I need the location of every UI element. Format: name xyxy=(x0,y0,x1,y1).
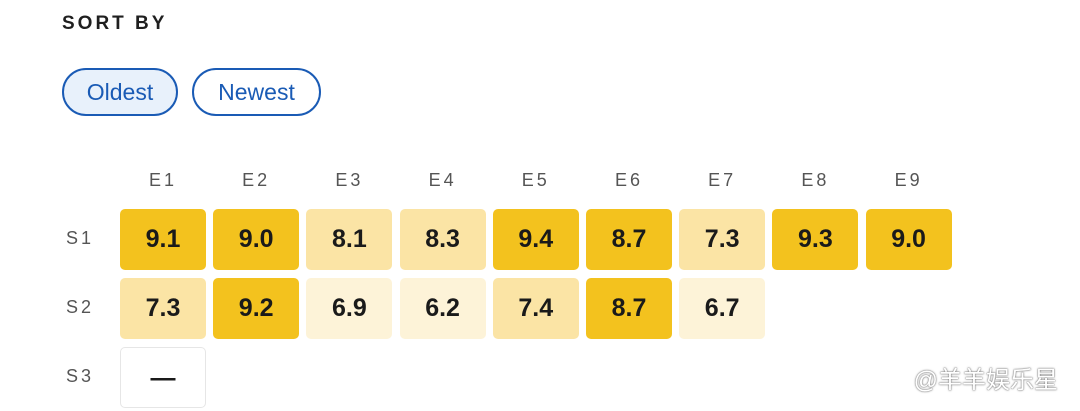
sort-button[interactable]: Oldest xyxy=(62,68,178,116)
rating-cell: 9.3 xyxy=(772,209,859,270)
rating-cell: 9.0 xyxy=(865,209,952,270)
column-header: E1 xyxy=(148,170,178,190)
watermark: @羊羊娱乐星 xyxy=(913,367,1058,394)
row-label: S1 xyxy=(66,228,95,248)
column-header: E4 xyxy=(428,170,457,190)
rating-cell: 7.3 xyxy=(679,209,766,270)
rating-cell: 8.3 xyxy=(399,209,486,270)
column-header: E6 xyxy=(614,170,644,190)
section-title: SORT BY xyxy=(62,13,168,34)
rating-cell: 9.0 xyxy=(213,209,300,270)
column-header: E5 xyxy=(521,170,550,190)
column-header: E7 xyxy=(708,170,737,190)
row-label: S3 xyxy=(66,366,95,386)
rating-cell: 7.4 xyxy=(492,278,579,339)
rating-cell: 8.7 xyxy=(586,209,672,270)
rating-cell: 6.2 xyxy=(399,278,486,339)
rating-cell: 6.7 xyxy=(679,278,766,339)
rating-cell: 8.1 xyxy=(306,209,393,270)
column-header: E8 xyxy=(801,170,830,190)
rating-cell: 8.7 xyxy=(586,278,672,339)
rating-cell: 9.2 xyxy=(213,278,300,339)
sort-button[interactable]: Newest xyxy=(192,68,321,116)
rating-cell: 6.9 xyxy=(306,278,393,339)
rating-cell: — xyxy=(120,347,206,408)
column-header: E3 xyxy=(335,170,364,190)
rating-cell: 9.4 xyxy=(492,209,579,270)
column-header: E2 xyxy=(242,170,271,190)
column-header: E9 xyxy=(894,170,923,190)
rating-cell: 9.1 xyxy=(120,209,206,270)
row-label: S2 xyxy=(66,297,95,317)
rating-cell: 7.3 xyxy=(120,278,206,339)
